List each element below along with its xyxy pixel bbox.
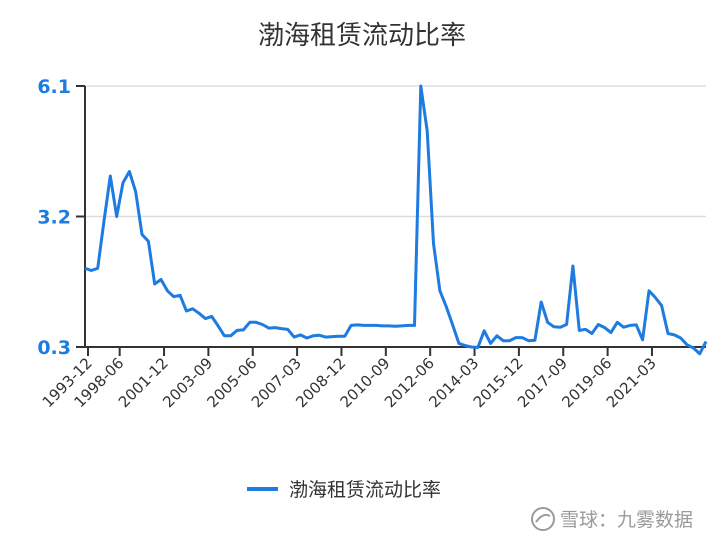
y-tick-label: 3.2 <box>37 207 71 229</box>
chart-title: 渤海租赁流动比率 <box>258 21 466 51</box>
watermark-text: 雪球：九雾数据 <box>560 509 693 531</box>
series-line <box>84 84 708 356</box>
legend-label: 渤海租赁流动比率 <box>289 479 441 501</box>
y-tick-label: 0.3 <box>37 337 71 359</box>
y-axis-ticks: 0.3 3.2 6.1 <box>37 76 85 359</box>
watermark: 雪球：九雾数据 <box>531 507 693 531</box>
snowball-logo-icon <box>531 507 555 531</box>
x-tick-label: 2021-03 <box>603 354 660 411</box>
x-axis-ticks: 1993-121998-062001-122003-092005-062007-… <box>39 347 660 411</box>
plot-area <box>84 84 708 356</box>
legend[interactable]: 渤海租赁流动比率 <box>247 479 441 501</box>
y-tick-label: 6.1 <box>37 76 71 98</box>
gridlines <box>85 85 706 218</box>
